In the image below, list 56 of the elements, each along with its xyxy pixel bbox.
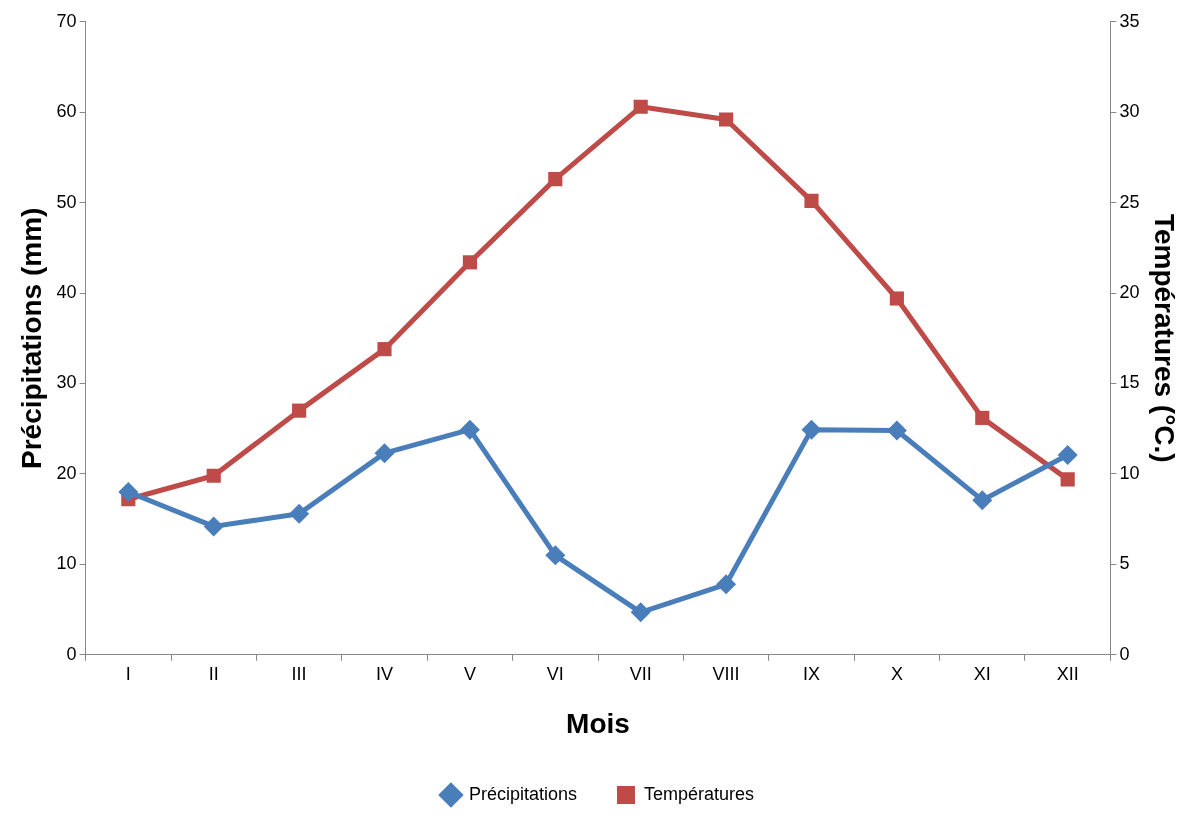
x-tick-label: I bbox=[125, 663, 131, 684]
y-tick-label: 60 bbox=[56, 101, 77, 122]
point bbox=[203, 516, 224, 537]
y2-tick-label: 0 bbox=[1119, 643, 1130, 664]
x-tick-label: VII bbox=[629, 663, 652, 684]
y2-tick-label: 30 bbox=[1119, 101, 1140, 122]
point bbox=[716, 574, 737, 595]
y-axis-title: Précipitations (mm) bbox=[15, 207, 47, 469]
x-tick-label: II bbox=[208, 663, 219, 684]
x-tick-label: IV bbox=[376, 663, 394, 684]
x-tick-label: VI bbox=[546, 663, 564, 684]
y-tick-label: 0 bbox=[66, 643, 77, 664]
x-tick-label: XII bbox=[1056, 663, 1079, 684]
y2-tick-label: 35 bbox=[1119, 10, 1140, 31]
point bbox=[889, 291, 904, 306]
x-tick-label: V bbox=[463, 663, 476, 684]
point bbox=[462, 255, 477, 270]
point bbox=[118, 482, 139, 503]
x-tick-label: VIII bbox=[712, 663, 740, 684]
x-tick-label: X bbox=[890, 663, 903, 684]
y2-tick-label: 5 bbox=[1119, 553, 1130, 574]
y2-tick-label: 25 bbox=[1119, 191, 1140, 212]
y2-axis-title: Températures (°C.) bbox=[1149, 213, 1181, 463]
y2-tick-label: 10 bbox=[1119, 462, 1140, 483]
point bbox=[633, 99, 648, 114]
y-tick-label: 20 bbox=[56, 462, 77, 483]
point bbox=[972, 490, 993, 511]
point bbox=[548, 172, 563, 187]
point bbox=[630, 602, 651, 623]
y-tick-label: 70 bbox=[56, 10, 77, 31]
y2-tick-label: 20 bbox=[1119, 282, 1140, 303]
y2-tick-label: 15 bbox=[1119, 372, 1140, 393]
point bbox=[459, 419, 480, 440]
point bbox=[886, 420, 907, 441]
x-tick-label: XI bbox=[973, 663, 991, 684]
y-tick-label: 40 bbox=[56, 282, 77, 303]
x-tick-label: III bbox=[291, 663, 307, 684]
legend-label: Températures bbox=[644, 783, 755, 804]
point bbox=[804, 193, 819, 208]
point bbox=[1057, 444, 1078, 465]
point bbox=[377, 342, 392, 357]
point bbox=[374, 443, 395, 464]
legend-label: Précipitations bbox=[468, 783, 578, 804]
point bbox=[289, 503, 310, 524]
y-tick-label: 10 bbox=[56, 553, 77, 574]
point bbox=[719, 112, 734, 127]
point bbox=[1060, 472, 1075, 487]
x-tick-label: IX bbox=[802, 663, 820, 684]
point bbox=[801, 419, 822, 440]
point bbox=[545, 545, 566, 566]
y-tick-label: 50 bbox=[56, 191, 77, 212]
point bbox=[975, 410, 990, 425]
point bbox=[206, 468, 221, 483]
y-tick-label: 30 bbox=[56, 372, 77, 393]
x-axis-title: Mois bbox=[566, 707, 630, 739]
point bbox=[292, 403, 307, 418]
